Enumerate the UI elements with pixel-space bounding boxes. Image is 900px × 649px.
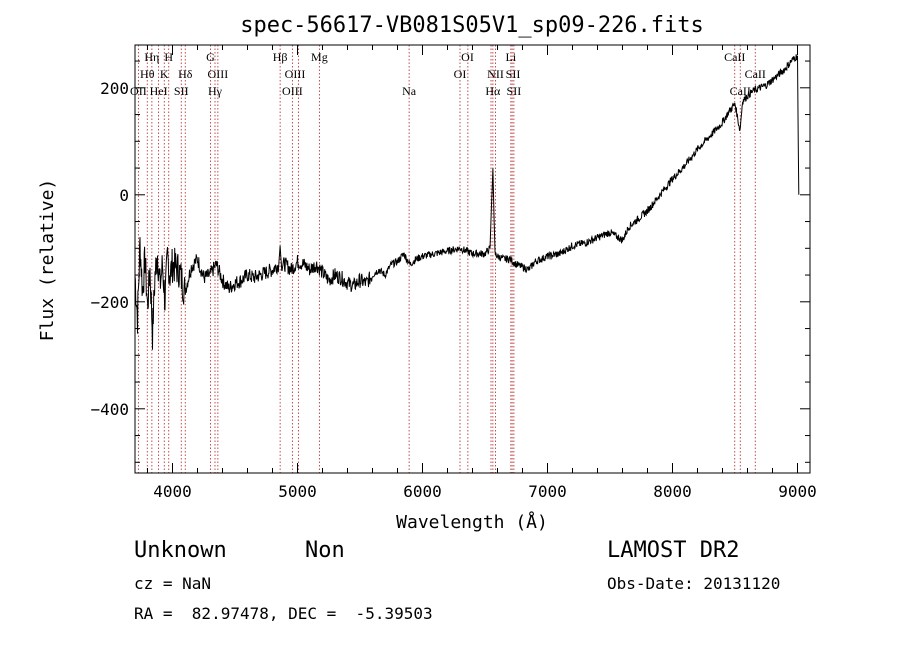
x-tick-label: 5000	[278, 482, 317, 501]
spectral-line-label: SII	[507, 84, 522, 98]
spectral-line-label: CaII	[730, 84, 751, 98]
spectral-line-label: CaII	[724, 50, 745, 64]
spectral-line-label: HeI	[150, 84, 168, 98]
spectral-line-label: OII	[130, 84, 147, 98]
spectral-line-label: OI	[461, 50, 474, 64]
spectral-line-label: OIII	[208, 67, 229, 81]
y-tick-label: −200	[90, 293, 129, 312]
spectral-line-label: Hη	[144, 50, 159, 64]
x-tick-label: 8000	[653, 482, 692, 501]
y-axis-label: Flux (relative)	[37, 179, 58, 342]
x-tick-label: 7000	[528, 482, 567, 501]
spectral-line-label: SII	[506, 67, 521, 81]
spectral-line-label: G	[206, 50, 215, 64]
spectral-line-label: Hγ	[208, 84, 223, 98]
observation-date: Obs-Date: 20131120	[607, 574, 781, 593]
y-tick-label: −400	[90, 400, 129, 419]
spectral-line-label: Mg	[311, 50, 328, 64]
spectral-line-label: SII	[174, 84, 189, 98]
spectral-line-label: Li	[506, 50, 517, 64]
spectral-line-label: OIII	[285, 67, 306, 81]
y-tick-label: 0	[119, 186, 129, 205]
plot-area	[134, 54, 800, 350]
spectral-line-label: H	[164, 50, 173, 64]
spectral-line-label: Hα	[485, 84, 501, 98]
survey-name: LAMOST DR2	[607, 538, 740, 563]
x-tick-label: 4000	[153, 482, 192, 501]
object-name: Unknown	[134, 538, 227, 563]
object-class: Non	[305, 538, 345, 563]
emission-line-markers	[137, 45, 756, 473]
spectral-line-label: K	[160, 67, 169, 81]
redshift-cz: cz = NaN	[134, 574, 212, 593]
plot-frame	[134, 44, 811, 474]
spectral-line-label: Hβ	[273, 50, 288, 64]
axis-ticks: 4000 5000 6000 7000 8000 9000 −400 −200 0 200	[90, 45, 817, 501]
spectral-line-label: OI	[454, 67, 467, 81]
spectral-line-label: Hδ	[178, 67, 193, 81]
chart-title: spec-56617-VB081S05V1_sp09-226.fits	[240, 13, 704, 38]
y-tick-label: 200	[100, 79, 129, 98]
spectral-line-label: Hθ	[140, 67, 155, 81]
x-tick-label: 6000	[403, 482, 442, 501]
spectral-line-label: OIII	[282, 84, 303, 98]
spectrum-line	[134, 54, 800, 350]
x-tick-label: 9000	[778, 482, 817, 501]
line-labels: Hη H Hθ K Hδ OII HeI SII G OIII Hγ Hβ Mg OIII OIII Na OI…	[130, 50, 766, 98]
coordinates: RA = 82.97478, DEC = -5.39503	[134, 604, 433, 623]
spectral-line-label: Na	[402, 84, 417, 98]
spectral-line-label: CaII	[745, 67, 766, 81]
spectral-line-label: NII	[487, 67, 504, 81]
x-axis-label: Wavelength (Å)	[396, 511, 548, 533]
